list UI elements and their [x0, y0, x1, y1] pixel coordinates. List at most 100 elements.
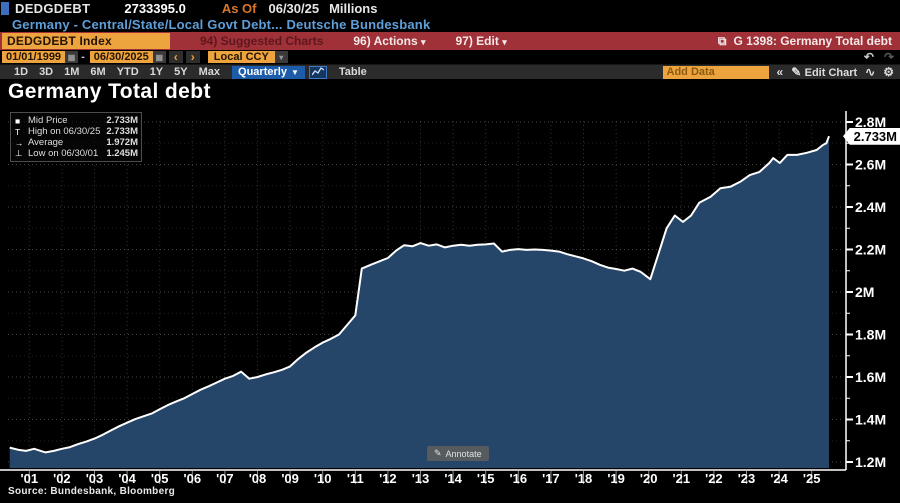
- svg-text:'17: '17: [542, 471, 560, 486]
- as-of-label: As Of: [221, 0, 257, 16]
- svg-text:'10: '10: [314, 471, 332, 486]
- calendar-icon[interactable]: ▦: [65, 51, 79, 63]
- cursor-block: [1, 1, 9, 15]
- range-button-ytd[interactable]: YTD: [116, 66, 139, 78]
- svg-text:'23: '23: [738, 471, 756, 486]
- chart-title: Germany Total debt: [8, 80, 211, 103]
- collapse-icon[interactable]: «: [776, 65, 784, 79]
- svg-text:'08: '08: [249, 471, 267, 486]
- date-range-row: 01/01/1999 ▦ - 06/30/2025 ▦ ‹ › Local CC…: [0, 50, 900, 64]
- table-button[interactable]: Table: [338, 66, 367, 78]
- settings-gear-icon[interactable]: ⚙: [883, 65, 894, 79]
- range-button-1m[interactable]: 1M: [64, 66, 80, 78]
- svg-text:'14: '14: [444, 471, 462, 486]
- svg-text:'15: '15: [477, 471, 495, 486]
- ticker-symbol: DEDGDEBT: [15, 0, 91, 16]
- svg-text:'07: '07: [216, 471, 234, 486]
- svg-text:'02: '02: [53, 471, 71, 486]
- legend-row: → Average 1.972M: [15, 137, 138, 148]
- legend-marker-icon: →: [15, 137, 24, 148]
- svg-text:'19: '19: [607, 471, 625, 486]
- svg-text:1.4M: 1.4M: [855, 412, 886, 428]
- legend-row: T High on 06/30/25 2.733M: [15, 126, 138, 137]
- function-menu-bar: DEDGDEBT Index 94) Suggested Charts 96) …: [0, 32, 900, 50]
- svg-text:2.8M: 2.8M: [855, 114, 886, 130]
- range-buttons: 1D 3D 1M 6M YTD 1Y 5Y Max: [0, 66, 220, 78]
- svg-text:1.8M: 1.8M: [855, 327, 886, 343]
- svg-text:'22: '22: [705, 471, 723, 486]
- last-value: 2733395.0: [124, 0, 186, 16]
- legend-row: ■ Mid Price 2.733M: [15, 115, 138, 126]
- price-plot[interactable]: 1.2M 1.4M 1.6M 1.8M 2M 2.2M 2.4M 2.6M 2.8M '01 '02…: [0, 79, 900, 503]
- svg-text:'05: '05: [151, 471, 169, 486]
- svg-text:'20: '20: [640, 471, 658, 486]
- chevron-down-icon: ▾: [502, 37, 507, 47]
- svg-text:'21: '21: [673, 471, 691, 486]
- legend-marker-icon: T: [15, 126, 21, 137]
- svg-text:'11: '11: [347, 471, 364, 486]
- chart-tag-area: ⧉ G 1398: Germany Total debt: [718, 34, 892, 49]
- chart-area: 1.2M 1.4M 1.6M 1.8M 2M 2.2M 2.4M 2.6M 2.8M '01 '02…: [0, 79, 900, 503]
- svg-text:'25: '25: [803, 471, 821, 486]
- draw-icon[interactable]: ∿: [865, 65, 876, 79]
- currency-dropdown-caret[interactable]: ▾: [274, 51, 288, 63]
- svg-text:'13: '13: [412, 471, 430, 486]
- legend-row: ⊥ Low on 06/30/01 1.245M: [15, 148, 138, 159]
- calendar-icon[interactable]: ▦: [152, 51, 166, 63]
- range-separator: -: [81, 51, 85, 63]
- chart-legend[interactable]: ■ Mid Price 2.733M T High on 06/30/25 2.…: [10, 112, 142, 162]
- svg-text:'01: '01: [21, 471, 39, 486]
- svg-text:2M: 2M: [855, 284, 874, 300]
- legend-marker-icon: ⊥: [15, 148, 23, 158]
- undo-icon[interactable]: ↶: [863, 50, 874, 64]
- svg-text:'16: '16: [510, 471, 528, 486]
- currency-select[interactable]: Local CCY: [207, 51, 275, 63]
- range-button-6m[interactable]: 6M: [90, 66, 106, 78]
- svg-text:2.6M: 2.6M: [855, 157, 886, 173]
- range-button-max[interactable]: Max: [198, 66, 221, 78]
- chevron-down-icon: ▾: [420, 37, 426, 47]
- svg-text:2.4M: 2.4M: [855, 199, 886, 215]
- line-chart-icon: [311, 67, 324, 76]
- legend-marker-icon: ■: [15, 115, 21, 126]
- range-button-1y[interactable]: 1Y: [149, 66, 164, 78]
- svg-text:'04: '04: [118, 471, 136, 486]
- svg-text:'06: '06: [184, 471, 202, 486]
- period-select[interactable]: Quarterly ▼: [232, 65, 305, 79]
- edit-chart-button[interactable]: ✎ Edit Chart: [791, 65, 858, 79]
- chart-toolbar: 1D 3D 1M 6M YTD 1Y 5Y Max Quarterly ▼ Table Add…: [0, 64, 900, 79]
- svg-text:1.2M: 1.2M: [855, 454, 886, 470]
- security-input[interactable]: DEDGDEBT Index: [2, 33, 170, 49]
- range-button-1d[interactable]: 1D: [14, 66, 29, 78]
- suggested-charts-menu[interactable]: 94) Suggested Charts: [200, 34, 324, 48]
- range-button-5y[interactable]: 5Y: [174, 66, 188, 78]
- svg-text:'03: '03: [86, 471, 104, 486]
- actions-menu[interactable]: 96) Actions ▾: [353, 34, 426, 48]
- security-summary-row: DEDGDEBT 2733395.0 As Of 06/30/25 Millio…: [0, 0, 900, 16]
- chart-type-button[interactable]: [308, 65, 327, 79]
- add-data-input[interactable]: Add Data: [662, 65, 769, 79]
- start-date-field[interactable]: 01/01/1999: [2, 51, 66, 63]
- source-attribution: Source: Bundesbank, Bloomberg: [8, 486, 176, 497]
- svg-text:1.6M: 1.6M: [855, 369, 886, 385]
- security-description: Germany - Central/State/Local Govt Debt.…: [12, 16, 431, 32]
- svg-text:'09: '09: [281, 471, 299, 486]
- export-icon[interactable]: ⧉: [717, 33, 727, 48]
- chevron-down-icon: ▼: [290, 67, 299, 77]
- pencil-icon: ✎: [791, 65, 802, 79]
- as-of-date: 06/30/25: [268, 0, 320, 16]
- svg-text:'18: '18: [575, 471, 593, 486]
- end-date-field[interactable]: 06/30/2025: [89, 51, 153, 63]
- annotate-button[interactable]: ✎ Annotate: [427, 446, 489, 461]
- range-button-3d[interactable]: 3D: [39, 66, 54, 78]
- svg-text:2.2M: 2.2M: [855, 242, 886, 258]
- prev-period-button[interactable]: ‹: [168, 50, 183, 64]
- redo-icon[interactable]: ↷: [883, 50, 894, 64]
- next-period-button[interactable]: ›: [185, 50, 200, 64]
- chart-tag-label: G 1398: Germany Total debt: [733, 34, 893, 48]
- units-label: Millions: [329, 0, 378, 16]
- edit-menu[interactable]: 97) Edit ▾: [455, 34, 507, 48]
- pencil-icon: ✎: [434, 448, 442, 458]
- last-price-badge: 2.733M: [843, 127, 900, 145]
